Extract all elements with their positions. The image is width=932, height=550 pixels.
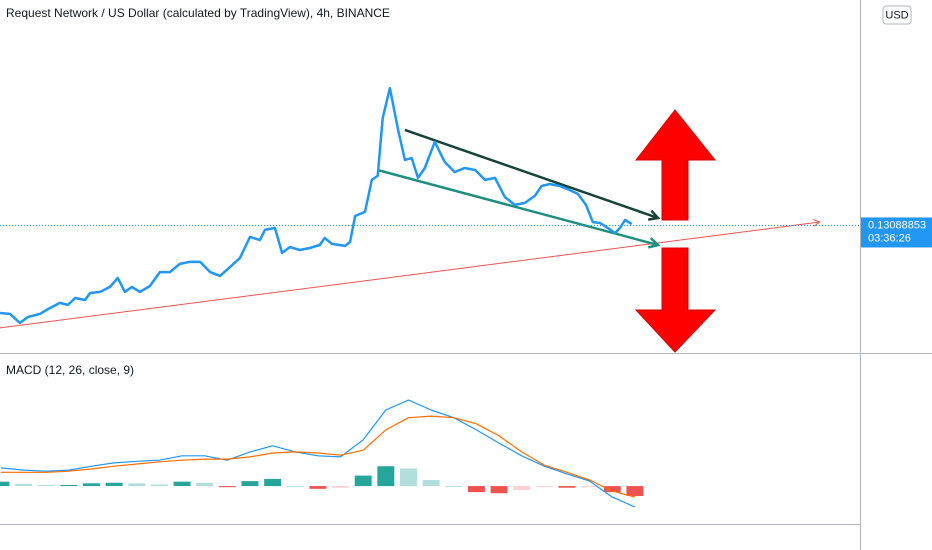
signal-line (0, 415, 636, 498)
countdown-label: 03:36:26 (868, 232, 911, 244)
histogram-bar (128, 483, 146, 487)
histogram-bar (513, 486, 531, 490)
histogram-bar (490, 486, 508, 494)
histogram-bar (399, 468, 417, 487)
histogram-bar (332, 486, 350, 488)
histogram-bar (422, 480, 440, 487)
histogram-bar (581, 486, 599, 488)
indicator-title: MACD (12, 26, close, 9) (6, 363, 134, 377)
histogram-bar (150, 484, 168, 487)
trend-arrowhead (647, 209, 661, 221)
marks (0, 86, 860, 508)
currency[interactable]: USD (885, 9, 908, 21)
price-line (0, 86, 633, 325)
histogram-bar (354, 475, 372, 487)
histogram-bar (264, 478, 282, 487)
histogram-bar (37, 484, 55, 487)
histogram-bar (626, 486, 644, 496)
histogram-bar (82, 483, 100, 487)
histogram-bar (558, 486, 576, 488)
histogram-bar (603, 486, 621, 493)
histogram-bar (309, 486, 327, 489)
last-price-label: 0.13088853 (868, 219, 926, 231)
last-price-box (861, 217, 932, 248)
currency-box[interactable] (882, 5, 912, 25)
trend-arrowhead (648, 237, 661, 249)
histogram-bar (445, 486, 463, 488)
histogram-bar (535, 486, 553, 488)
down-arrow (634, 247, 717, 353)
histogram-bar (218, 486, 236, 488)
macd-line (0, 399, 636, 508)
histogram-bar (377, 466, 395, 487)
histogram-bar (467, 486, 485, 493)
trend-line (404, 128, 659, 220)
histogram-bar (241, 481, 259, 487)
histogram-bar (0, 481, 10, 487)
histogram-bar (286, 486, 304, 488)
trend-line (0, 221, 820, 329)
histogram-bar (60, 484, 78, 487)
chart-title: Request Network / US Dollar (calculated … (6, 6, 390, 20)
arrows (634, 109, 717, 353)
histogram-bar (173, 481, 191, 487)
trend-arrowhead (812, 219, 821, 227)
up-arrow (634, 109, 717, 221)
trend-line (377, 168, 659, 247)
histogram-bar (105, 482, 123, 487)
histogram-bar (15, 483, 33, 487)
histogram-bar (196, 482, 214, 487)
